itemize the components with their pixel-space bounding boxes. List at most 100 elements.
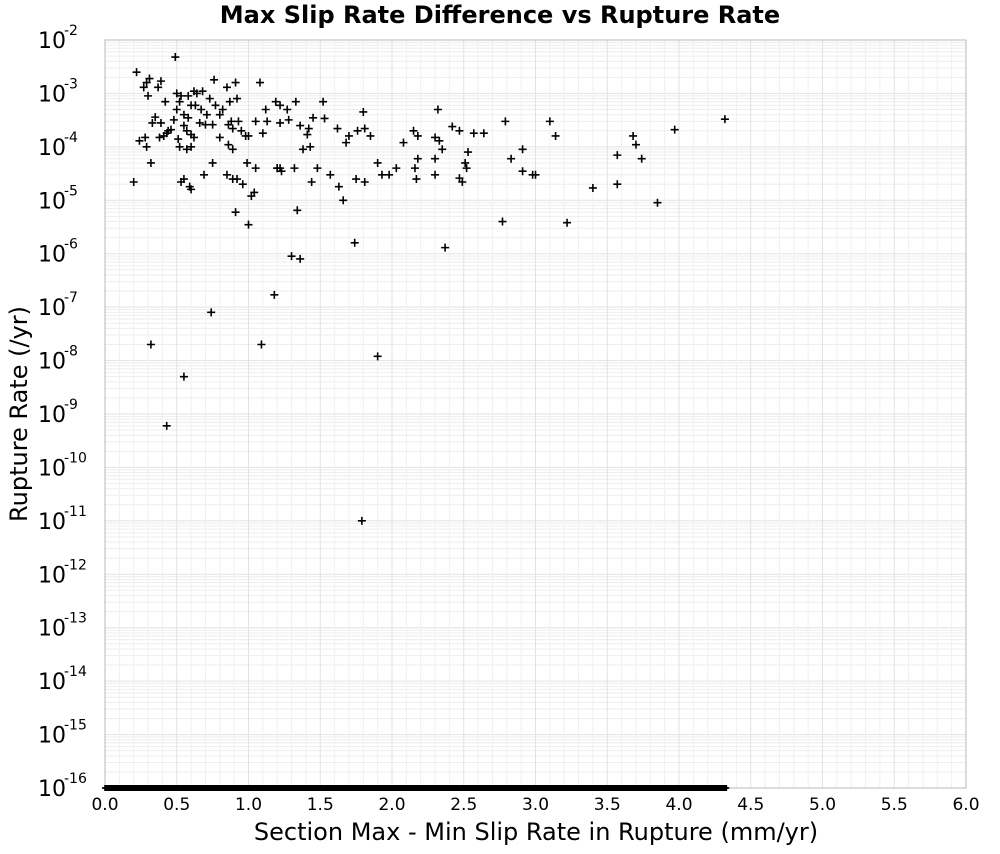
data-point: [720, 115, 729, 124]
data-point: [192, 89, 201, 98]
data-point: [291, 97, 300, 106]
data-point: [195, 118, 204, 127]
data-point: [290, 164, 299, 173]
data-point: [237, 126, 246, 135]
data-point: [198, 87, 207, 96]
x-tick-label: 3.5: [594, 795, 621, 815]
data-point: [208, 120, 217, 129]
data-point: [431, 170, 440, 179]
data-point: [187, 185, 196, 194]
x-tick-labels: 0.0 0.5 1.0 1.5 2.0 2.5 3.0 3.5 4.0 4.5 5.0 5.5 6.0: [91, 795, 979, 815]
data-point: [344, 131, 353, 140]
data-point: [257, 340, 266, 349]
data-point: [448, 122, 457, 131]
data-point: [161, 97, 170, 106]
data-point: [392, 164, 401, 173]
data-point: [179, 372, 188, 381]
data-point: [320, 114, 329, 123]
y-tick-label: 10: [38, 136, 66, 161]
data-point: [507, 154, 516, 163]
y-tick-exponent: -15: [64, 718, 87, 734]
y-tick-exponent: -2: [64, 23, 78, 39]
data-point: [438, 145, 447, 154]
data-point: [299, 145, 308, 154]
data-point: [156, 77, 165, 86]
data-point: [653, 198, 662, 207]
data-point: [222, 170, 231, 179]
data-point: [373, 158, 382, 167]
data-point: [169, 115, 178, 124]
data-point: [309, 113, 318, 122]
data-point: [353, 126, 362, 135]
data-point: [144, 91, 153, 100]
data-point: [151, 113, 160, 122]
y-tick-label: 10: [38, 403, 66, 428]
data-point: [215, 133, 224, 142]
data-point: [172, 105, 181, 114]
data-point: [234, 117, 243, 126]
x-axis-label: Section Max - Min Slip Rate in Rupture (…: [254, 818, 818, 846]
y-tick-exponent: -10: [64, 450, 87, 466]
data-point: [222, 83, 231, 92]
data-point: [377, 170, 386, 179]
data-point: [191, 101, 200, 110]
data-point: [287, 252, 296, 261]
data-point: [255, 78, 264, 87]
data-point: [228, 124, 237, 133]
floor-series-layer: [102, 785, 730, 791]
data-point: [464, 148, 473, 157]
data-point: [132, 68, 141, 77]
data-point: [270, 290, 279, 299]
data-point: [142, 142, 151, 151]
y-tick-exponent: -9: [64, 397, 78, 413]
data-point: [231, 78, 240, 87]
data-point: [518, 167, 527, 176]
data-point: [366, 131, 375, 140]
data-point: [156, 118, 165, 127]
y-tick-labels: 10-210-310-410-510-610-710-810-910-1010-…: [38, 23, 87, 802]
data-point: [413, 131, 422, 140]
x-tick-label: 2.0: [378, 795, 405, 815]
y-tick-label: 10: [38, 296, 66, 321]
data-point: [296, 121, 305, 130]
data-point: [179, 121, 188, 130]
data-point: [162, 421, 171, 430]
data-point: [200, 170, 209, 179]
x-tick-label: 6.0: [952, 795, 979, 815]
data-point: [182, 126, 191, 135]
data-point: [202, 110, 211, 119]
data-point: [182, 145, 191, 154]
data-point: [224, 120, 233, 129]
y-tick-exponent: -7: [64, 290, 78, 306]
data-point: [303, 130, 312, 139]
data-point: [225, 97, 234, 106]
y-tick-label: 10: [38, 189, 66, 214]
data-point: [179, 175, 188, 184]
x-tick-label: 4.0: [665, 795, 692, 815]
data-point: [207, 308, 216, 317]
data-point: [261, 105, 270, 114]
data-point: [273, 164, 282, 173]
data-point: [501, 117, 510, 126]
data-point: [238, 180, 247, 189]
data-point: [210, 75, 219, 84]
data-point: [139, 83, 148, 92]
data-point: [307, 177, 316, 186]
data-point: [399, 138, 408, 147]
data-point: [184, 91, 193, 100]
x-tick-label: 5.5: [881, 795, 908, 815]
y-tick-exponent: -3: [64, 76, 78, 92]
data-point: [296, 254, 305, 263]
data-point: [146, 340, 155, 349]
y-tick-label: 10: [38, 29, 66, 54]
data-point: [215, 110, 224, 119]
data-point: [205, 94, 214, 103]
data-point: [462, 164, 471, 173]
data-point: [277, 167, 286, 176]
data-point: [263, 117, 272, 126]
data-point: [412, 175, 421, 184]
data-point: [154, 83, 163, 92]
y-tick-label: 10: [38, 350, 66, 375]
data-point: [339, 196, 348, 205]
